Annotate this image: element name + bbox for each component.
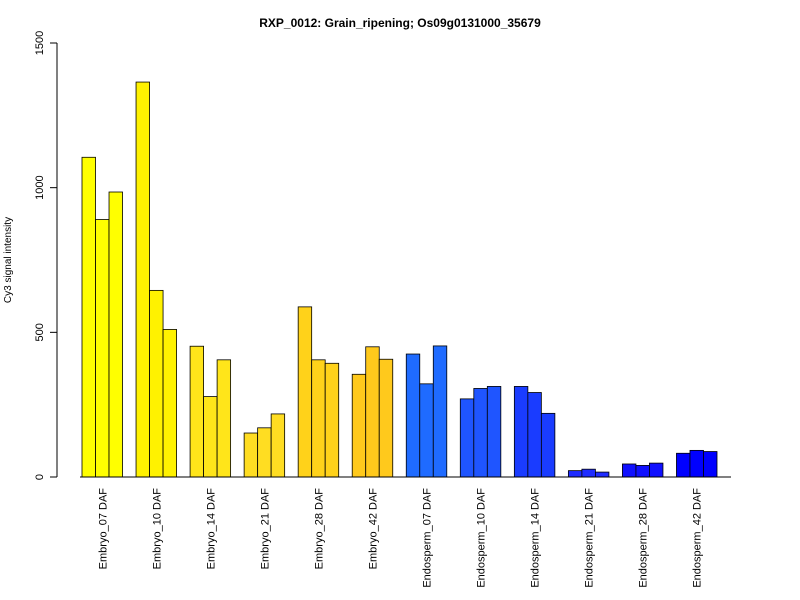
bar [257,427,272,478]
x-tick-label: Embryo_28 DAF [313,488,325,570]
bar [297,306,313,478]
bar [595,471,610,478]
bar [135,81,150,478]
x-tick-label: Embryo_14 DAF [205,488,217,570]
bar [351,373,367,478]
y-axis: 0 500 1000 1500 [34,31,58,480]
bar [676,452,691,478]
bar [527,392,542,478]
x-tick-label: Embryo_42 DAF [367,488,379,570]
x-tick-label: Endosperm_42 DAF [692,488,704,588]
bar [513,386,529,478]
y-tick-label: 1000 [34,175,46,199]
x-tick-label: Embryo_21 DAF [259,488,271,570]
y-tick-label: 500 [34,323,46,341]
chart-title: RXP_0012: Grain_ripening; Os09g0131000_3… [259,16,541,30]
bar [567,470,583,478]
bar [365,346,380,478]
bar [95,219,110,478]
y-tick-label: 1500 [34,31,46,55]
bar [486,386,502,478]
bar [432,345,448,478]
y-tick-label: 0 [34,474,46,480]
bar [689,449,704,478]
bar [324,362,340,478]
x-tick-label: Endosperm_10 DAF [476,488,488,588]
x-tick-label: Endosperm_21 DAF [584,488,596,588]
bar [635,465,650,478]
bar [243,432,259,478]
bar [459,398,475,478]
bar [649,462,664,478]
bar [216,359,232,478]
bar [703,451,718,478]
bar [311,359,326,478]
y-axis-label: Cy3 signal intensity [3,217,14,303]
bar [419,383,434,478]
bars [81,81,718,478]
bar [540,412,556,478]
bar [405,353,421,478]
bar [81,156,96,478]
bar [622,463,637,478]
x-axis-labels: Embryo_07 DAF Embryo_10 DAF Embryo_14 DAF E… [97,488,703,588]
x-tick-label: Endosperm_14 DAF [530,488,542,588]
bar [108,191,123,478]
x-tick-label: Endosperm_28 DAF [638,488,650,588]
bar [270,413,286,478]
x-tick-label: Embryo_07 DAF [97,488,109,570]
x-tick-label: Embryo_10 DAF [151,488,163,570]
bar [149,289,164,478]
x-tick-label: Endosperm_07 DAF [422,488,434,588]
bar [473,388,488,478]
bar [203,396,218,478]
bar [162,329,177,478]
bar [378,358,394,478]
bar [581,468,596,478]
bar [189,345,204,478]
